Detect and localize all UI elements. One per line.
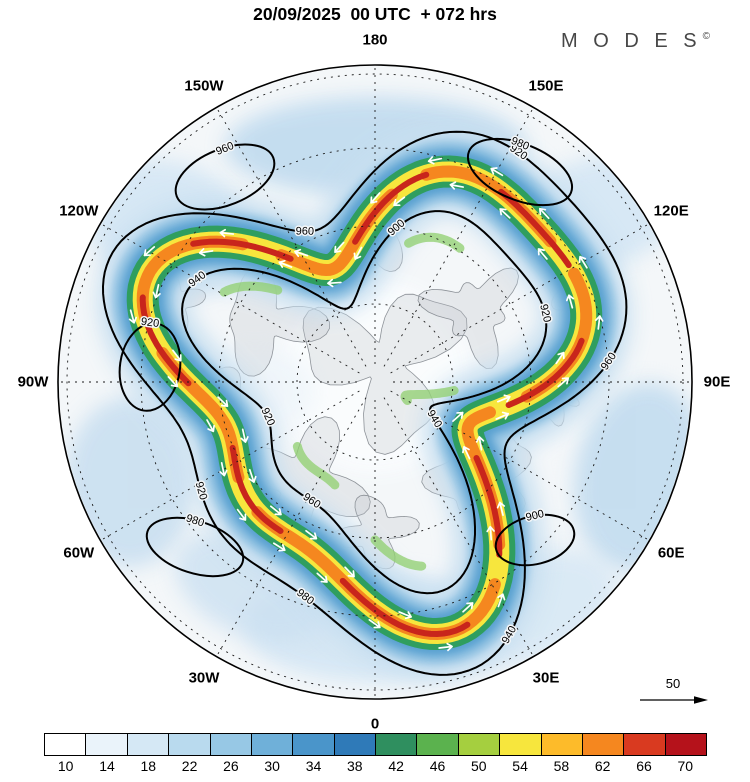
colorbar-tick-34: 34: [305, 758, 322, 774]
colorbar-cell-58: [541, 734, 583, 755]
modes-logo: M O D E S©: [561, 30, 710, 53]
longitude-label-180: 180: [362, 31, 388, 49]
meridian-line: [383, 107, 534, 367]
wind-reference-arrow: [640, 696, 708, 704]
meridian-line: [390, 223, 650, 374]
colorbar-cell-22: [169, 734, 211, 755]
longitude-label-90E: 90E: [703, 373, 731, 391]
wind-reference-value: 50: [665, 676, 681, 691]
colorbar-tick-18: 18: [140, 758, 157, 774]
colorbar-tick-38: 38: [347, 758, 363, 774]
colorbar-tick-54: 54: [512, 758, 528, 774]
colorbar-tick-50: 50: [471, 758, 487, 774]
longitude-label-60W: 60W: [63, 544, 95, 562]
colorbar-tick-22: 22: [181, 758, 198, 774]
height-contour-loop: [174, 143, 276, 211]
colorbar-cell-18: [127, 734, 170, 755]
colorbar-tick-10: 10: [57, 758, 74, 774]
longitude-label-120E: 120E: [653, 202, 689, 220]
meridian-line: [100, 223, 360, 374]
wind-reference: 50: [632, 676, 714, 711]
colorbar-cell-66: [624, 734, 666, 755]
colorbar-cell-14: [86, 734, 128, 755]
longitude-label-30E: 30E: [532, 669, 560, 687]
colorbar-cell-10: [45, 734, 87, 755]
colorbar-cell-34: [293, 734, 335, 755]
colorbar-tick-42: 42: [388, 758, 404, 774]
longitude-label-150E: 150E: [528, 77, 564, 95]
colorbar-cell-38: [334, 734, 376, 755]
meridian-line: [216, 397, 367, 657]
colorbar: [44, 733, 707, 756]
colorbar-cell-50: [458, 734, 501, 755]
meridian-line: [100, 390, 360, 541]
height-contour: [102, 130, 628, 676]
contour-label: 960: [296, 225, 315, 237]
latitude-circle: [296, 303, 454, 461]
latitude-circle: [66, 73, 684, 691]
height-contour-loop: [145, 516, 245, 578]
longitude-label-60E: 60E: [657, 544, 685, 562]
latitude-circle: [218, 225, 532, 539]
height-contour-loop: [466, 137, 574, 207]
colorbar-cell-26: [210, 734, 252, 755]
colorbar-tick-30: 30: [264, 758, 280, 774]
wind-arrows: [128, 156, 604, 652]
colorbar-tick-46: 46: [429, 758, 446, 774]
longitude-label-30W: 30W: [188, 669, 220, 687]
latitude-circle: [140, 147, 610, 617]
longitude-label-90W: 90W: [17, 373, 49, 391]
height-contour-loop: [118, 322, 182, 412]
colorbar-tick-14: 14: [99, 758, 115, 774]
map-area: 960 920 980 940 960 920 940 920 960 900 920 940 960 9…: [17, 31, 731, 733]
colorbar-tick-70: 70: [677, 758, 694, 774]
colorbar-cell-62: [582, 734, 625, 755]
colorbar-cell-46: [417, 734, 459, 755]
contour-label: 920: [537, 303, 553, 324]
colorbar-cell-70: [665, 734, 706, 755]
colorbar-cell-54: [500, 734, 542, 755]
coastline: [417, 267, 520, 369]
copyright-mark: ©: [702, 31, 710, 43]
longitude-label-150W: 150W: [184, 77, 224, 95]
height-contour: [181, 210, 548, 595]
colorbar-tick-58: 58: [553, 758, 570, 774]
height-contour-loop: [494, 513, 576, 567]
colorbar-cell-42: [376, 734, 418, 755]
meridian-line: [216, 107, 367, 367]
modes-logo-text: M O D E S: [561, 30, 702, 52]
colorbar-labels: 10 14 18 22 26 30 34 38 42 46 50 54 58 62 66 70: [44, 758, 707, 776]
colorbar-tick-62: 62: [594, 758, 611, 774]
map-rim: [57, 64, 693, 700]
coastline: [229, 267, 330, 377]
chart-title: 20/09/2025 00 UTC + 072 hrs: [253, 4, 497, 24]
meridian-line: [383, 397, 534, 657]
colorbar-tick-66: 66: [636, 758, 652, 774]
longitude-label-120W: 120W: [59, 202, 99, 220]
colorbar-tick-26: 26: [223, 758, 239, 774]
contour-label: 920: [140, 316, 160, 330]
meridian-line: [390, 390, 650, 541]
colorbar-cell-30: [251, 734, 294, 755]
longitude-label-0: 0: [370, 715, 380, 733]
